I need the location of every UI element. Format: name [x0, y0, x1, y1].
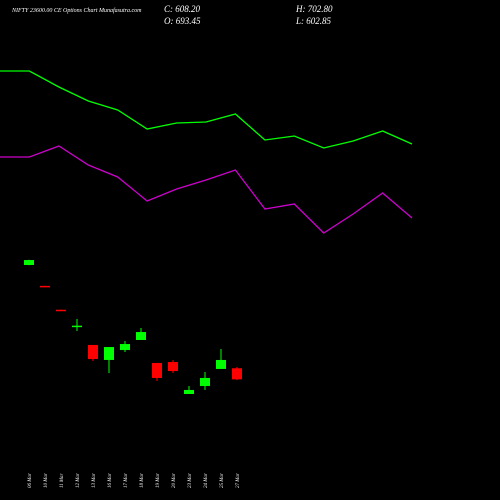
candle-body — [88, 344, 98, 360]
x-tick-label: 17 Mar — [124, 473, 129, 488]
candle-body — [232, 368, 242, 380]
candle-body — [120, 344, 130, 351]
x-tick-label: 06 Mar — [28, 473, 33, 488]
line-series — [0, 145, 413, 234]
x-tick-label: 27 Mar — [236, 473, 241, 488]
candle-body — [72, 325, 82, 328]
x-tick-label: 18 Mar — [140, 473, 145, 488]
candle-body — [152, 362, 162, 378]
line-series — [0, 70, 413, 149]
x-tick-label: 12 Mar — [76, 473, 81, 488]
candle-body — [136, 332, 146, 340]
candle-body — [200, 377, 210, 387]
x-tick-label: 10 Mar — [44, 473, 49, 488]
info-close: C: 608.20 — [164, 4, 201, 14]
x-tick-label: 24 Mar — [204, 473, 209, 488]
candle-body — [104, 347, 114, 360]
candle-body — [168, 362, 178, 372]
x-tick-label: 16 Mar — [108, 473, 113, 488]
info-high: H: 702.80 — [295, 4, 333, 14]
x-tick-label: 11 Mar — [60, 473, 65, 488]
chart-title: NIFTY 23600.00 CE Options Chart Munafasu… — [11, 7, 142, 14]
x-tick-label: 20 Mar — [172, 473, 177, 488]
x-tick-label: 13 Mar — [92, 473, 97, 488]
x-tick-label: 23 Mar — [188, 473, 193, 488]
x-tick-label: 19 Mar — [156, 473, 161, 488]
x-tick-label: 25 Mar — [220, 473, 225, 488]
candle-body — [216, 359, 226, 369]
info-open: O: 693.45 — [164, 16, 201, 26]
candle-body — [40, 285, 50, 288]
candle-body — [24, 260, 34, 265]
candle-body — [56, 309, 66, 312]
info-low: L: 602.85 — [295, 16, 332, 26]
candle-body — [184, 389, 194, 394]
